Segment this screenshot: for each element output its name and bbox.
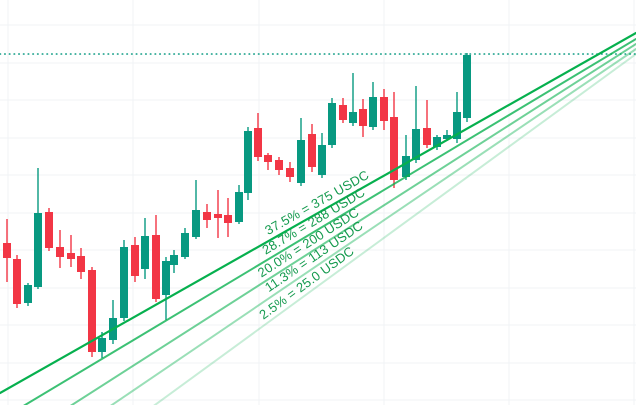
- candle-body: [412, 129, 420, 160]
- candle-body: [235, 192, 243, 222]
- candle-body: [203, 212, 211, 220]
- candle-body: [224, 215, 232, 223]
- candle-body: [98, 338, 106, 352]
- candle-body: [152, 235, 160, 299]
- candle-body: [67, 253, 75, 259]
- candle-body: [77, 256, 85, 272]
- candle-body: [244, 131, 252, 193]
- candle-body: [45, 212, 53, 248]
- candle-body: [328, 103, 336, 145]
- candle-body: [380, 97, 388, 121]
- candle-body: [349, 112, 357, 123]
- candle-body: [359, 109, 367, 126]
- fan-line[interactable]: [0, 38, 636, 405]
- candle-body: [275, 160, 283, 170]
- candle-body: [297, 140, 305, 183]
- candle-body: [192, 210, 200, 237]
- candle-body: [390, 117, 398, 180]
- candle-body: [13, 259, 21, 304]
- candle-body: [423, 128, 431, 145]
- candle-body: [34, 213, 42, 287]
- candle-body: [24, 285, 32, 303]
- candle-body: [339, 105, 347, 120]
- fan-line[interactable]: [0, 31, 636, 395]
- candle-body: [254, 128, 262, 157]
- fan-line[interactable]: [0, 48, 636, 405]
- candle-body: [433, 137, 441, 147]
- candle-body: [369, 97, 377, 127]
- candle-body: [264, 155, 272, 162]
- candle-body: [141, 236, 149, 269]
- candle-body: [181, 233, 189, 257]
- candle-body: [402, 156, 410, 177]
- candle-body: [162, 261, 170, 295]
- candle-body: [318, 145, 326, 175]
- candle-body: [3, 243, 11, 258]
- candle-body: [120, 247, 128, 318]
- candle-body: [286, 168, 294, 177]
- candle-body: [463, 55, 471, 118]
- candle-body: [453, 112, 461, 139]
- fan-line[interactable]: [0, 43, 636, 405]
- candle-body: [214, 214, 222, 218]
- candle-body: [170, 255, 178, 265]
- candle-body: [308, 134, 316, 167]
- candle-body: [131, 245, 139, 276]
- candle-body: [443, 135, 451, 139]
- candle-body: [88, 270, 96, 352]
- fan-line[interactable]: [0, 53, 636, 405]
- candle-body: [56, 247, 64, 257]
